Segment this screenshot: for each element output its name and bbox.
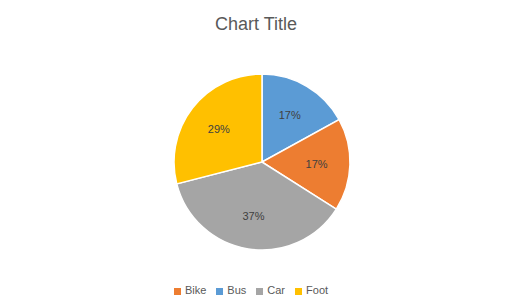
svg-text:17%: 17% xyxy=(279,109,301,121)
html-text:Bike: Bike xyxy=(184,284,207,296)
html-text:Bus: Bus xyxy=(227,284,247,296)
html-text:Foot: Foot xyxy=(306,284,329,296)
svg-text:37%: 37% xyxy=(242,210,264,222)
html-text:Car: Car xyxy=(267,284,285,296)
svg-text:29%: 29% xyxy=(208,123,230,135)
html-text:Chart Title: Chart Title xyxy=(215,14,297,34)
svg-text:17%: 17% xyxy=(306,158,328,170)
